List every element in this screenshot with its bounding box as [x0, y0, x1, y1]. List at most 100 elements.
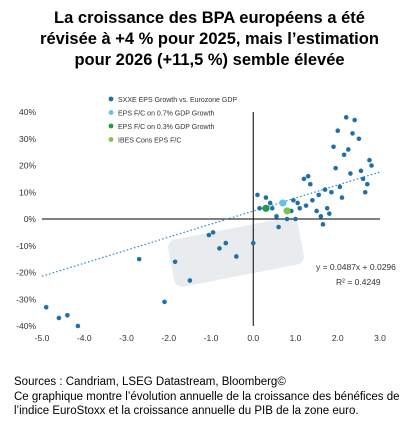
x-tick-label: -2.0	[161, 333, 176, 343]
legend-marker	[108, 110, 114, 115]
forecast-07-point	[279, 199, 287, 207]
y-tick-label: -30%	[16, 294, 36, 304]
chart-description: Ce graphique montre l’évolution annuelle…	[14, 390, 400, 418]
x-tick-label: 3.0	[374, 333, 386, 343]
sxxe-point	[360, 176, 366, 182]
forecast-03-point	[262, 204, 270, 212]
x-tick-label: -5.0	[35, 333, 50, 343]
sxxe-point	[223, 240, 229, 246]
x-tick-label: -4.0	[77, 333, 92, 343]
sxxe-point	[187, 278, 193, 283]
sxxe-point	[367, 157, 372, 163]
scatter-chart: -5.0 -4.0 -3.0 -2.0 -1.0 0.0 1.0 2.0 3.0 -40% -30…	[16, 96, 396, 343]
sxxe-point	[297, 206, 303, 211]
y-tick-label: -40%	[16, 321, 36, 331]
sxxe-point	[257, 206, 262, 211]
sxxe-point	[365, 181, 370, 187]
footer: Sources : Candriam, LSEG Datastream, Blo…	[14, 375, 414, 419]
legend-label: IBES Cons EPS F/C	[118, 138, 181, 145]
y-tick-label: -20%	[16, 268, 36, 278]
sxxe-point	[269, 206, 275, 211]
sxxe-point	[343, 115, 349, 120]
sxxe-point	[217, 246, 222, 251]
sxxe-point	[358, 168, 364, 174]
legend: SXXE EPS Growth vs. Eurozone GDP EPS F/C …	[108, 96, 237, 145]
sxxe-point	[333, 165, 338, 171]
sxxe-point	[341, 152, 347, 158]
sxxe-point	[162, 299, 167, 305]
sxxe-point	[320, 222, 326, 227]
sxxe-point	[284, 216, 290, 222]
sxxe-point	[206, 232, 212, 238]
sxxe-point	[65, 313, 70, 318]
sxxe-point	[348, 171, 353, 176]
sxxe-point	[136, 256, 142, 262]
sxxe-point	[362, 189, 368, 195]
sxxe-point	[234, 254, 239, 259]
sxxe-point	[314, 208, 319, 214]
y-tick-label: 30%	[19, 134, 36, 144]
x-tick-label: -1.0	[204, 333, 219, 343]
sxxe-point	[339, 195, 345, 200]
sxxe-point	[318, 214, 324, 219]
sxxe-point	[250, 240, 256, 246]
sxxe-point	[335, 128, 341, 134]
sxxe-point	[293, 216, 298, 222]
legend-marker	[108, 137, 114, 142]
x-tick-label: 0.0	[247, 333, 259, 343]
sxxe-point	[310, 197, 315, 203]
trendline-equation: y = 0.0487x + 0.0296	[316, 262, 396, 272]
legend-label: SXXE EPS Growth vs. Eurozone GDP	[118, 97, 237, 104]
legend-marker	[108, 123, 114, 129]
sxxe-point	[263, 195, 269, 200]
sxxe-point	[316, 192, 322, 198]
highlight-zone	[168, 217, 304, 287]
sxxe-point	[356, 136, 362, 142]
sxxe-point	[303, 203, 309, 208]
legend-marker	[108, 96, 114, 102]
title-line-2: révisée à +4 % pour 2025, mais l’estimat…	[40, 30, 379, 48]
trendline-r-squared: R² = 0.4249	[336, 277, 381, 287]
sxxe-point	[255, 192, 260, 198]
sxxe-point	[274, 214, 279, 219]
sxxe-point	[346, 147, 351, 152]
sxxe-point	[329, 189, 334, 195]
y-tick-label: -10%	[16, 241, 36, 251]
x-tick-label: -3.0	[119, 333, 134, 343]
sxxe-point	[322, 187, 328, 192]
sxxe-point	[43, 304, 49, 310]
sxxe-point	[327, 211, 332, 216]
sxxe-point	[305, 173, 311, 179]
sxxe-point	[307, 181, 313, 187]
source-note: Sources : Candriam, LSEG Datastream, Blo…	[14, 376, 286, 388]
sxxe-point	[56, 315, 62, 321]
y-tick-label: 0%	[24, 214, 37, 224]
sxxe-point	[295, 200, 300, 206]
sxxe-point	[301, 176, 307, 182]
legend-label: EPS F/C on 0.3% GDP Growth	[118, 124, 214, 131]
sxxe-point	[331, 144, 336, 150]
sxxe-point	[337, 184, 343, 190]
x-tick-label: 1.0	[290, 333, 302, 343]
title-line-3: pour 2026 (+11,5 %) semble élevée	[74, 51, 345, 69]
y-tick-label: 10%	[19, 187, 36, 197]
sxxe-point	[350, 131, 355, 136]
chart-title: La croissance des BPA européens a été ré…	[0, 8, 419, 71]
y-tick-label: 20%	[19, 161, 36, 171]
sxxe-point	[210, 230, 216, 235]
sxxe-point	[75, 323, 81, 329]
legend-label: EPS F/C on 0.7% GDP Growth	[118, 111, 214, 118]
x-tick-labels: -5.0 -4.0 -3.0 -2.0 -1.0 0.0 1.0 2.0 3.0	[35, 333, 387, 343]
title-line-1: La croissance des BPA européens a été	[54, 9, 365, 27]
y-tick-labels: -40% -30% -20% -10% 0% 10% 20% 30% 40%	[16, 107, 36, 331]
sxxe-point	[352, 117, 357, 123]
sxxe-point	[324, 206, 330, 211]
sxxe-point	[291, 197, 296, 203]
ibes-point	[283, 207, 291, 215]
sxxe-point	[267, 200, 273, 206]
y-tick-label: 40%	[19, 107, 36, 117]
sxxe-point	[276, 224, 281, 230]
data-points	[43, 115, 374, 329]
x-tick-label: 2.0	[332, 333, 344, 343]
sxxe-point	[369, 163, 374, 168]
